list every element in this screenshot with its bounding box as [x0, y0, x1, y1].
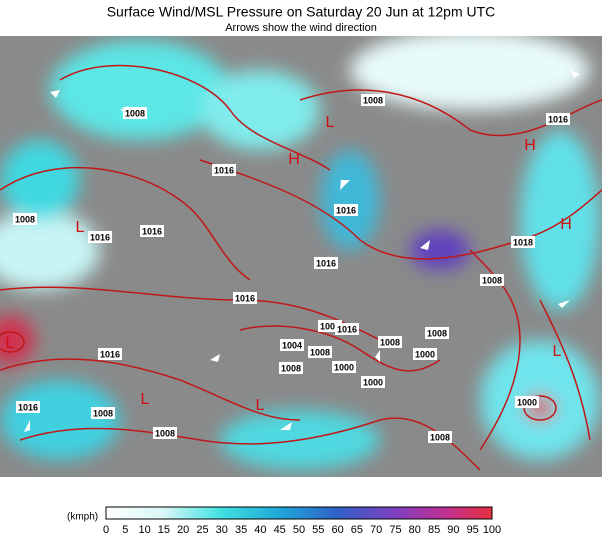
- isobar-label: 1000: [363, 377, 383, 387]
- legend-tick-label: 25: [196, 524, 208, 536]
- isobar-label-box: [428, 431, 452, 443]
- isobar-label-box: [16, 401, 40, 413]
- legend-tick-label: 10: [138, 524, 150, 536]
- pressure-marker: H: [524, 137, 536, 154]
- isobar-label-box: [153, 427, 177, 439]
- legend-tick-label: 5: [122, 524, 128, 536]
- pressure-marker: L: [553, 343, 562, 360]
- isobar-label-box: [480, 274, 504, 286]
- pressure-marker: L: [76, 219, 85, 236]
- isobar-label-box: [378, 336, 402, 348]
- legend-tick-label: 75: [389, 524, 401, 536]
- isobar-label: 1000: [415, 349, 435, 359]
- isobar-label: 1016: [337, 324, 357, 334]
- legend-unit: (kmph): [67, 512, 98, 523]
- isobar-label: 1016: [316, 258, 336, 268]
- isobar-label: 1008: [310, 347, 330, 357]
- legend-tick-label: 95: [467, 524, 479, 536]
- legend-tick-label: 90: [447, 524, 459, 536]
- isobar-label: 1008: [281, 363, 301, 373]
- isobar-label: 1004: [282, 340, 302, 350]
- isobar-label: 1016: [18, 402, 38, 412]
- legend-ticks: 0 5 10 15 20 25 30 35 40 45 50 55 60 65 70 75 80 85 90 95 10…: [103, 524, 501, 536]
- isobar-label-box: [314, 257, 338, 269]
- legend-tick-label: 55: [312, 524, 324, 536]
- isobar-label-box: [140, 225, 164, 237]
- title: Surface Wind/MSL Pressure on Saturday 20…: [107, 4, 496, 20]
- isobar-label-box: [511, 236, 535, 248]
- legend-tick-label: 45: [274, 524, 286, 536]
- isobar-label: 1018: [513, 237, 533, 247]
- legend-tick-label: 15: [158, 524, 170, 536]
- isobar-label-box: [546, 113, 570, 125]
- pressure-marker: L: [256, 397, 265, 414]
- map: 1008100810161016101610081016101610161016…: [0, 36, 602, 477]
- isobar-label-box: [425, 327, 449, 339]
- subtitle: Arrows show the wind direction: [225, 22, 377, 34]
- isobar-label: 1008: [155, 428, 175, 438]
- isobar-label-box: [308, 346, 332, 358]
- map-labels: 1008100810161016101610081016101610161016…: [6, 94, 572, 443]
- isobar-label-box: [123, 107, 147, 119]
- isobar-label: 1008: [427, 328, 447, 338]
- isobar-label: 1016: [235, 293, 255, 303]
- isobar-label-box: [13, 213, 37, 225]
- isobar-label: 1008: [125, 108, 145, 118]
- isobar-label-box: [334, 204, 358, 216]
- isobar-label: 1008: [15, 214, 35, 224]
- isobar-label-box: [279, 362, 303, 374]
- isobar-label: 1008: [482, 275, 502, 285]
- legend-tick-label: 60: [331, 524, 343, 536]
- isobar-label: 1016: [90, 232, 110, 242]
- isobar-label-box: [332, 361, 356, 373]
- legend-tick-label: 35: [235, 524, 247, 536]
- wind-speed-field: [0, 36, 600, 470]
- pressure-marker: L: [141, 391, 150, 408]
- legend-tick-label: 65: [351, 524, 363, 536]
- legend-tick-label: 30: [216, 524, 228, 536]
- isobar-label-box: [91, 407, 115, 419]
- isobar-label-box: [361, 376, 385, 388]
- legend-tick-label: 80: [409, 524, 421, 536]
- isobar-label-box: [88, 231, 112, 243]
- isobar-label: 1008: [430, 432, 450, 442]
- isobar-label: 1008: [93, 408, 113, 418]
- isobar-label: 1008: [320, 321, 340, 331]
- isobar-label-box: [335, 323, 359, 335]
- isobar-label-box: [212, 164, 236, 176]
- isobar-label-box: [280, 339, 304, 351]
- isobar-label: 1008: [363, 95, 383, 105]
- isobar-label: 1016: [336, 205, 356, 215]
- isobar-label-box: [98, 348, 122, 360]
- color-scale: [105, 506, 493, 520]
- legend-tick-label: 0: [103, 524, 109, 536]
- pressure-marker: H: [560, 216, 572, 233]
- isobar-label-box: [515, 396, 539, 408]
- pressure-marker: L: [6, 335, 15, 352]
- isobar-label-box: [361, 94, 385, 106]
- isobar-label: 1000: [517, 397, 537, 407]
- isobar-label: 1008: [380, 337, 400, 347]
- isobar-label-box: [413, 348, 437, 360]
- isobar-label: 1016: [214, 165, 234, 175]
- legend-tick-label: 70: [370, 524, 382, 536]
- legend-tick-label: 85: [428, 524, 440, 536]
- pressure-marker: H: [288, 151, 300, 168]
- legend-tick-label: 50: [293, 524, 305, 536]
- pressure-marker: L: [326, 114, 335, 131]
- isobar-label: 1016: [142, 226, 162, 236]
- isobar-label: 1000: [334, 362, 354, 372]
- legend-tick-label: 100: [483, 524, 501, 536]
- legend-tick-label: 20: [177, 524, 189, 536]
- legend-tick-label: 40: [254, 524, 266, 536]
- legend: (kmph) 0 5 10 15 20 25 30 35 40 45 50 55 60 65 70 75 80 8…: [67, 506, 501, 536]
- isobar-label: 1016: [548, 114, 568, 124]
- isobar-label: 1016: [100, 349, 120, 359]
- isobar-label-box: [233, 292, 257, 304]
